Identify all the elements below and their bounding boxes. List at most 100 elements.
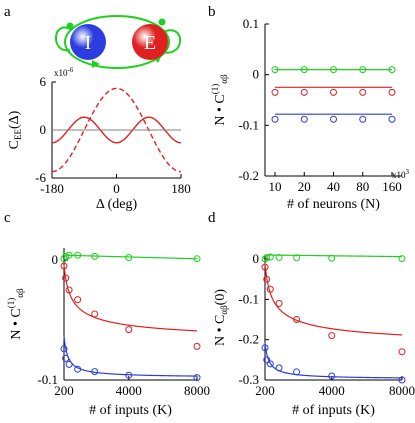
data-point xyxy=(330,88,337,96)
x-tick-label: -180 xyxy=(40,181,64,196)
data-point xyxy=(293,254,301,262)
y-tick-label: 6 xyxy=(40,74,47,89)
data-point xyxy=(193,342,201,350)
data-point xyxy=(74,296,82,304)
data-point xyxy=(193,255,201,263)
node-label-I: I xyxy=(85,32,92,54)
node-I xyxy=(70,24,106,60)
data-point xyxy=(359,115,367,123)
data-point xyxy=(275,299,283,307)
node-label-E: E xyxy=(144,32,156,54)
data-point xyxy=(328,372,336,380)
x-tick-label: 200 xyxy=(54,383,74,398)
inhibitory-self-loop xyxy=(55,26,73,52)
y-tick-label: 0 xyxy=(253,251,260,266)
data-point xyxy=(266,253,274,261)
data-point xyxy=(91,310,99,318)
data-point xyxy=(263,275,271,283)
panel-c-axes xyxy=(63,248,198,381)
synapse-dot xyxy=(158,18,166,26)
data-point xyxy=(125,254,133,262)
data-point xyxy=(125,326,133,334)
y-axis-title: N • Cαβ(0) xyxy=(213,289,229,346)
data-point xyxy=(271,66,279,74)
data-point xyxy=(74,365,82,373)
x-tick-label: 10 xyxy=(269,179,282,194)
data-point xyxy=(275,253,283,261)
y-tick-label: -0.1 xyxy=(238,117,259,132)
panel-b-axes xyxy=(264,23,402,177)
x-tick-label: 80 xyxy=(356,179,369,194)
y-scale-label: x10-6 xyxy=(54,66,74,78)
data-point xyxy=(91,368,99,376)
y-tick-label: -0.1 xyxy=(37,372,58,387)
data-point xyxy=(388,88,396,96)
data-point xyxy=(261,263,269,271)
x-scale-label: x103 xyxy=(392,168,410,180)
y-axis-title: N • C(1)αβ xyxy=(6,288,25,340)
fit-curve-2 xyxy=(63,335,198,377)
data-point xyxy=(62,252,70,260)
data-point xyxy=(65,360,73,368)
y-tick-label: -0.2 xyxy=(238,168,259,183)
panel-label-b: b xyxy=(208,4,216,20)
synapse-dot xyxy=(66,22,74,30)
x-tick-label: 200 xyxy=(255,383,275,398)
x-axis-title: # of inputs (K) xyxy=(292,403,375,418)
data-point xyxy=(359,66,367,74)
panel-label-c: c xyxy=(4,210,11,226)
fit-curve-2 xyxy=(264,342,403,379)
data-point xyxy=(266,285,274,293)
x-tick-label: 8000 xyxy=(184,383,210,398)
y-tick-label: 0 xyxy=(40,122,47,137)
data-point xyxy=(60,345,68,353)
data-point xyxy=(65,286,73,294)
series-line-1 xyxy=(51,116,182,144)
x-tick-label: 180 xyxy=(171,181,191,196)
data-point xyxy=(263,356,271,364)
node-E xyxy=(132,24,168,60)
x-tick-label: 160 xyxy=(382,179,402,194)
data-point xyxy=(398,376,406,384)
y-tick-label: -6 xyxy=(35,170,46,185)
y-tick-label: -0.3 xyxy=(238,372,259,387)
data-point xyxy=(91,252,99,260)
arrow-head-icon xyxy=(154,55,162,63)
series-line-0 xyxy=(51,87,182,173)
x-tick-label: 0 xyxy=(113,181,120,196)
data-point xyxy=(293,316,301,324)
data-point xyxy=(261,344,269,352)
y-tick-label: -0.2 xyxy=(238,332,259,347)
data-point xyxy=(60,262,68,270)
x-tick-label: 20 xyxy=(298,179,311,194)
x-axis-title: # of neurons (N) xyxy=(287,197,380,212)
data-point xyxy=(330,66,337,74)
data-point xyxy=(65,251,73,259)
x-tick-label: 8000 xyxy=(389,383,415,398)
connection-ring xyxy=(64,15,170,69)
y-tick-label: 0.1 xyxy=(243,16,259,31)
data-point xyxy=(330,115,337,123)
panel-label-a: a xyxy=(4,4,11,20)
data-point xyxy=(271,115,279,123)
x-tick-label: 40 xyxy=(327,179,340,194)
y-tick-label: 0 xyxy=(52,252,59,267)
data-point xyxy=(193,374,201,382)
fit-curve-1 xyxy=(264,263,403,336)
data-point xyxy=(266,360,274,368)
data-point xyxy=(328,332,336,340)
data-point xyxy=(328,254,336,262)
panel-d-axes xyxy=(264,255,403,381)
data-point xyxy=(275,364,283,372)
arrow-head-icon xyxy=(92,60,100,68)
data-point xyxy=(293,368,301,376)
x-tick-label: 4000 xyxy=(116,383,142,398)
data-point xyxy=(359,88,367,96)
data-point xyxy=(74,251,82,259)
y-tick-label: -0.1 xyxy=(238,291,259,306)
data-point xyxy=(300,66,308,74)
data-point xyxy=(62,274,70,282)
data-point xyxy=(62,354,70,362)
